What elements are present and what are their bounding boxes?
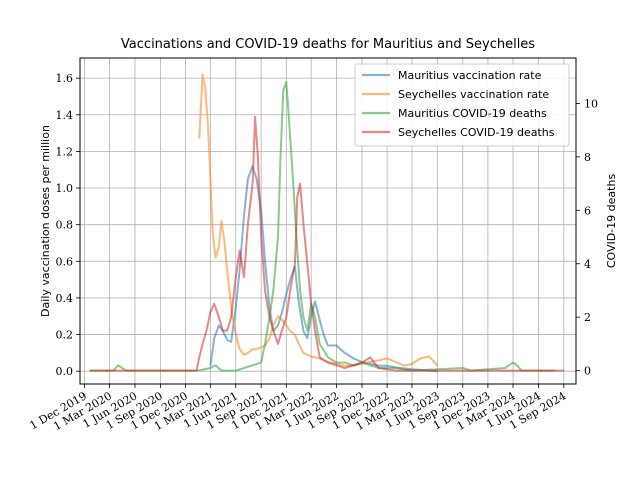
chart-title: Vaccinations and COVID-19 deaths for Mau… xyxy=(121,37,535,52)
legend-label-seychelles-vaccination-rate: Seychelles vaccination rate xyxy=(398,88,549,101)
series-line-seychelles-vaccination-rate xyxy=(198,73,439,367)
y-right-tick-label: 6 xyxy=(584,204,591,217)
y-right-tick-label: 4 xyxy=(584,258,591,271)
legend-label-seychelles-covid-19-deaths: Seychelles COVID-19 deaths xyxy=(398,126,555,139)
legend-box xyxy=(354,63,570,147)
series-layer xyxy=(89,73,564,373)
y-left-tick-label: 0.2 xyxy=(56,329,74,342)
y-left-tick-label: 1.2 xyxy=(56,145,74,158)
y-left-tick-label: 0.4 xyxy=(56,292,74,305)
y-axis-left-label: Daily vaccination doses per million xyxy=(39,125,52,317)
grid xyxy=(80,58,576,384)
y-left-tick-label: 1.6 xyxy=(56,72,74,85)
y-left-tick-label: 0.6 xyxy=(56,255,74,268)
y-right-tick-label: 8 xyxy=(584,151,591,164)
legend-label-mauritius-covid-19-deaths: Mauritius COVID-19 deaths xyxy=(398,107,547,120)
y-right-tick-label: 10 xyxy=(584,97,598,110)
y-axis-right: 0 2 4 6 8 10 xyxy=(576,97,598,378)
legend-label-mauritius-vaccination-rate: Mauritius vaccination rate xyxy=(398,69,542,82)
legend: Mauritius vaccination rate Seychelles vac… xyxy=(354,63,570,147)
y-left-tick-label: 0.8 xyxy=(56,219,74,232)
legend-items: Mauritius vaccination rate Seychelles vac… xyxy=(362,69,555,139)
y-left-tick-label: 0.0 xyxy=(56,365,74,378)
y-axis-right-label: COVID-19 deaths xyxy=(605,174,618,269)
y-left-tick-label: 1.4 xyxy=(56,109,74,122)
y-axis-left: 0.0 0.2 0.4 0.6 0.8 1.0 1.2 1.4 1.6 xyxy=(56,72,80,378)
series-line-seychelles-covid-19-deaths xyxy=(89,115,564,372)
y-right-tick-label: 0 xyxy=(584,365,591,378)
y-left-tick-label: 1.0 xyxy=(56,182,74,195)
y-right-tick-label: 2 xyxy=(584,311,591,324)
plot-frame xyxy=(79,57,577,385)
